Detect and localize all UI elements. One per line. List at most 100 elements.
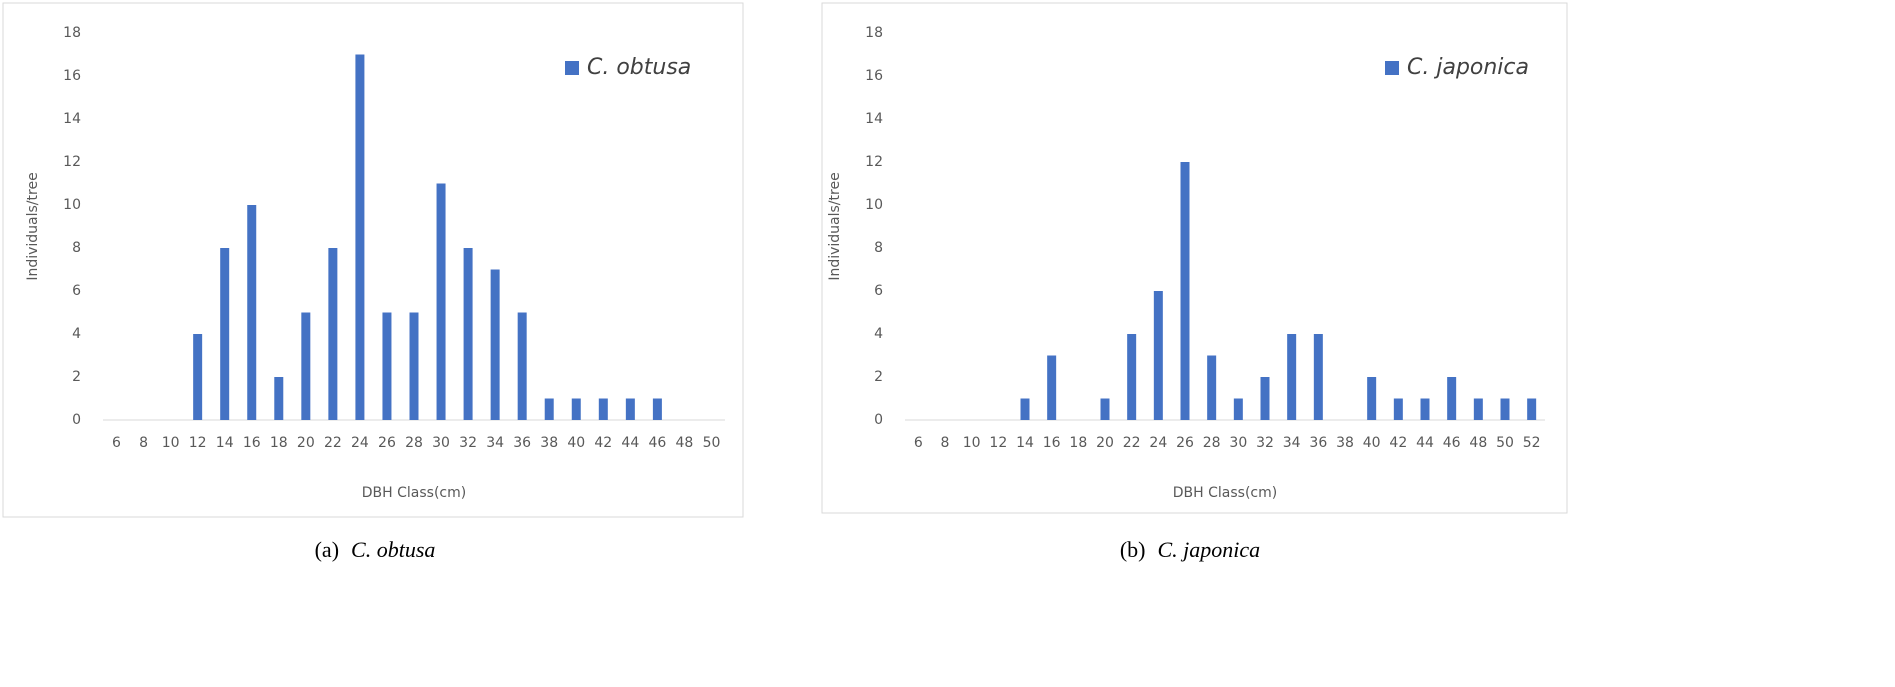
bar (220, 248, 230, 420)
bar (193, 334, 203, 420)
x-tick-label: 8 (139, 435, 148, 451)
x-tick-label: 14 (1016, 435, 1034, 451)
y-tick-label: 16 (63, 68, 81, 84)
x-tick-label: 52 (1523, 435, 1541, 451)
caption-label: (a) (315, 537, 339, 562)
x-tick-label: 50 (703, 435, 721, 451)
x-tick-label: 40 (567, 435, 585, 451)
y-tick-label: 0 (874, 412, 883, 428)
caption: (b) C. japonica (1120, 537, 1260, 562)
bar (463, 248, 473, 420)
bar (382, 312, 392, 420)
x-tick-label: 18 (270, 435, 288, 451)
x-tick-label: 36 (1309, 435, 1327, 451)
chart-frame (2, 2, 744, 518)
bar (490, 269, 500, 420)
bar (1180, 162, 1190, 420)
x-tick-label: 10 (162, 435, 180, 451)
x-tick-label: 12 (989, 435, 1007, 451)
bar (1127, 334, 1137, 420)
bar (274, 377, 284, 420)
bar (301, 312, 311, 420)
bar (1020, 398, 1030, 420)
x-tick-label: 20 (1096, 435, 1114, 451)
x-tick-label: 46 (648, 435, 666, 451)
y-tick-label: 14 (63, 111, 81, 127)
bar (1527, 398, 1537, 420)
bar (571, 398, 581, 420)
legend-label: C. japonica (1407, 55, 1529, 80)
x-tick-label: 20 (297, 435, 315, 451)
bar (1500, 398, 1510, 420)
caption-text: C. japonica (1157, 537, 1260, 562)
x-tick-label: 48 (676, 435, 694, 451)
x-tick-label: 32 (1256, 435, 1274, 451)
y-tick-label: 0 (72, 412, 81, 428)
bar (625, 398, 635, 420)
chart-frame (821, 2, 1568, 514)
x-tick-label: 28 (1203, 435, 1221, 451)
bar (1153, 291, 1163, 420)
bar (1393, 398, 1403, 420)
x-tick-label: 34 (1283, 435, 1301, 451)
bar (247, 205, 257, 420)
x-tick-label: 30 (432, 435, 450, 451)
y-tick-label: 2 (874, 369, 883, 385)
y-tick-label: 4 (874, 326, 883, 342)
bar (598, 398, 608, 420)
x-tick-label: 14 (216, 435, 234, 451)
x-tick-label: 26 (1176, 435, 1194, 451)
bar (1100, 398, 1110, 420)
y-tick-label: 14 (865, 111, 883, 127)
y-tick-label: 8 (72, 240, 81, 256)
x-tick-label: 50 (1496, 435, 1514, 451)
y-tick-label: 2 (72, 369, 81, 385)
y-axis-title: Individuals/tree (827, 172, 843, 280)
x-axis-title: DBH Class(cm) (1173, 485, 1277, 501)
caption-label: (b) (1120, 537, 1146, 562)
x-tick-label: 10 (963, 435, 981, 451)
bar (652, 398, 662, 420)
bar (1047, 355, 1057, 420)
bar (1260, 377, 1270, 420)
y-tick-label: 18 (865, 25, 883, 41)
bar (517, 312, 527, 420)
x-tick-label: 18 (1069, 435, 1087, 451)
x-tick-label: 38 (540, 435, 558, 451)
x-tick-label: 48 (1469, 435, 1487, 451)
bar (436, 183, 446, 420)
legend-swatch (565, 61, 579, 75)
x-tick-label: 26 (378, 435, 396, 451)
bar (355, 54, 365, 420)
x-tick-label: 6 (112, 435, 121, 451)
caption-text: C. obtusa (351, 537, 435, 562)
x-tick-label: 42 (1389, 435, 1407, 451)
legend-swatch (1385, 61, 1399, 75)
bar (1420, 398, 1430, 420)
x-tick-label: 16 (243, 435, 261, 451)
x-tick-label: 38 (1336, 435, 1354, 451)
y-tick-label: 8 (874, 240, 883, 256)
x-tick-label: 22 (1123, 435, 1141, 451)
x-tick-label: 24 (1149, 435, 1167, 451)
x-tick-label: 44 (621, 435, 639, 451)
x-tick-label: 34 (486, 435, 504, 451)
x-tick-label: 46 (1443, 435, 1461, 451)
y-tick-label: 10 (63, 197, 81, 213)
x-tick-label: 30 (1229, 435, 1247, 451)
x-tick-label: 24 (351, 435, 369, 451)
y-axis-title: Individuals/tree (25, 172, 41, 280)
bar (1313, 334, 1323, 420)
x-axis-title: DBH Class(cm) (362, 485, 466, 501)
y-tick-label: 16 (865, 68, 883, 84)
bar (1287, 334, 1297, 420)
y-tick-label: 12 (865, 154, 883, 170)
x-tick-label: 28 (405, 435, 423, 451)
bar (1367, 377, 1377, 420)
x-tick-label: 44 (1416, 435, 1434, 451)
caption: (a) C. obtusa (315, 537, 436, 562)
y-tick-label: 12 (63, 154, 81, 170)
y-tick-label: 6 (72, 283, 81, 299)
legend-label: C. obtusa (587, 55, 691, 80)
x-tick-label: 8 (941, 435, 950, 451)
